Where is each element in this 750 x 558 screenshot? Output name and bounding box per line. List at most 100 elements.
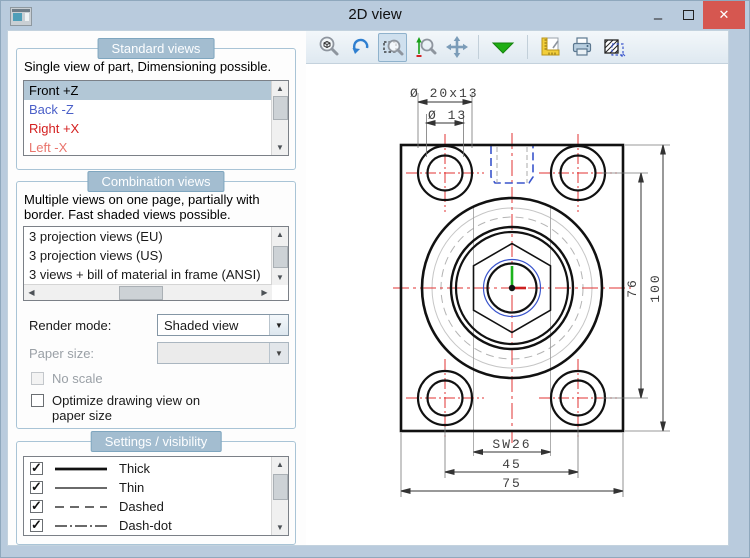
dashdot-line-sample — [55, 524, 107, 527]
list-item-right-x[interactable]: Right +X — [29, 121, 80, 136]
list-item-3-views-ansi[interactable]: 3 views + bill of material in frame (ANS… — [29, 267, 261, 282]
scroll-thumb[interactable] — [273, 246, 288, 268]
list-item-left-x[interactable]: Left -X — [29, 140, 68, 155]
line-label: Dashed — [119, 499, 164, 514]
view-direction-button[interactable] — [486, 33, 520, 62]
toolbar-separator — [478, 35, 479, 59]
list-item-front-z[interactable]: Front +Z — [24, 81, 272, 100]
zoom-dynamic-icon — [415, 37, 436, 57]
scroll-right-icon[interactable]: ▶ — [261, 288, 268, 297]
line-visibility-list: Thick Thin Dashed — [23, 456, 289, 536]
line-label: Thick — [119, 461, 151, 476]
dim-plate-height: 100 — [648, 273, 663, 302]
scroll-up-icon[interactable]: ▲ — [276, 84, 284, 93]
scroll-down-icon[interactable]: ▼ — [276, 143, 284, 152]
titlebar[interactable]: 2D view – ✕ — [1, 1, 749, 31]
cad-2d-view[interactable]: Ø 20x13 Ø 13 76 100 SW26 45 75 — [306, 63, 728, 544]
optimize-label: Optimize drawing view on paper size — [52, 393, 201, 423]
dim-hex-socket: SW26 — [492, 437, 531, 452]
line-row-dashdot[interactable]: Dash-dot — [24, 516, 272, 535]
standard-views-list: Front +Z Back -Z Right +X Left -X ▲ ▼ — [23, 80, 289, 156]
paper-size-combobox: ▼ — [157, 342, 289, 364]
line-label: Thin — [119, 480, 145, 495]
dashdot-checkbox[interactable] — [30, 517, 43, 533]
paper-size-label: Paper size: — [29, 345, 95, 361]
combination-views-hscrollbar[interactable]: ◀ ▶ — [24, 284, 272, 300]
minimize-button[interactable]: – — [653, 9, 663, 27]
dim-counterbore: Ø 20x13 — [410, 86, 479, 101]
section-view-icon — [603, 39, 625, 57]
toolbar — [306, 31, 728, 64]
app-icon — [10, 7, 32, 26]
line-row-dashed[interactable]: Dashed — [24, 497, 272, 516]
combination-views-caption: Combination views — [87, 171, 225, 192]
combination-views-list: 3 projection views (EU) 3 projection vie… — [23, 226, 289, 301]
zoom-all-button[interactable] — [314, 33, 343, 62]
maximize-icon — [682, 10, 694, 20]
line-label: Dash-dot — [119, 518, 172, 533]
zoom-dynamic-button[interactable] — [410, 33, 439, 62]
zoom-all-icon — [319, 36, 338, 56]
list-item-back-z[interactable]: Back -Z — [29, 102, 74, 117]
render-mode-label: Render mode: — [29, 317, 112, 333]
standard-views-group: Standard views Single view of part, Dime… — [16, 38, 296, 170]
standard-views-scrollbar[interactable]: ▲ ▼ — [271, 81, 288, 155]
client-area: Standard views Single view of part, Dime… — [8, 31, 728, 545]
dim-hole: Ø 13 — [428, 108, 467, 123]
dashed-line-sample — [55, 505, 107, 508]
scroll-thumb[interactable] — [273, 474, 288, 500]
scroll-down-icon[interactable]: ▼ — [276, 523, 284, 532]
undo-button[interactable] — [346, 33, 375, 62]
scroll-down-icon[interactable]: ▼ — [276, 273, 284, 282]
settings-visibility-caption: Settings / visibility — [90, 431, 222, 452]
scroll-thumb[interactable] — [119, 286, 163, 300]
dimension-icon — [541, 37, 559, 56]
thick-line-sample — [55, 467, 107, 470]
maximize-button[interactable] — [673, 1, 703, 29]
drawing-area: Ø 20x13 Ø 13 76 100 SW26 45 75 — [306, 31, 728, 545]
scroll-thumb[interactable] — [273, 96, 288, 120]
left-panel: Standard views Single view of part, Dime… — [8, 31, 304, 545]
thick-checkbox[interactable] — [30, 460, 43, 476]
render-mode-combobox[interactable]: Shaded view ▼ — [157, 314, 289, 336]
line-row-thin[interactable]: Thin — [24, 478, 272, 497]
list-item-3-views-us[interactable]: 3 projection views (US) — [29, 248, 163, 263]
combination-views-description: Multiple views on one page, partially wi… — [24, 192, 260, 222]
dashed-checkbox[interactable] — [30, 498, 43, 514]
thin-checkbox[interactable] — [30, 479, 43, 495]
close-button[interactable]: ✕ — [703, 1, 745, 29]
combination-views-group: Combination views Multiple views on one … — [16, 171, 296, 429]
no-scale-checkbox — [31, 372, 44, 385]
scroll-left-icon[interactable]: ◀ — [28, 288, 35, 297]
standard-views-description: Single view of part, Dimensioning possib… — [24, 59, 272, 74]
settings-scrollbar[interactable]: ▲ ▼ — [271, 457, 288, 535]
section-view-button[interactable] — [599, 33, 628, 62]
print-button[interactable] — [567, 33, 596, 62]
optimize-checkbox[interactable] — [31, 394, 44, 407]
chevron-down-icon: ▼ — [269, 343, 288, 363]
undo-icon — [352, 38, 368, 54]
no-scale-label: No scale — [52, 371, 103, 386]
view-direction-icon — [491, 42, 515, 54]
zoom-window-button[interactable] — [378, 32, 407, 62]
list-item-3-views-eu[interactable]: 3 projection views (EU) — [29, 229, 163, 244]
print-icon — [572, 37, 591, 56]
scroll-up-icon[interactable]: ▲ — [276, 230, 284, 239]
line-row-thick[interactable]: Thick — [24, 459, 272, 478]
dim-plate-width: 75 — [502, 476, 522, 491]
render-mode-value: Shaded view — [164, 317, 239, 333]
pan-icon — [445, 36, 468, 58]
zoom-window-icon — [382, 39, 403, 56]
dim-hole-spacing-horizontal: 45 — [502, 457, 522, 472]
chevron-down-icon[interactable]: ▼ — [269, 315, 288, 335]
scroll-up-icon[interactable]: ▲ — [276, 460, 284, 469]
window-title: 2D view — [348, 6, 402, 23]
dimension-settings-button[interactable] — [535, 33, 564, 62]
toolbar-separator — [527, 35, 528, 59]
settings-visibility-group: Settings / visibility Thick Thin — [16, 431, 296, 545]
combination-views-vscrollbar[interactable]: ▲ ▼ — [271, 227, 288, 285]
standard-views-caption: Standard views — [97, 38, 215, 59]
dim-hole-spacing-vertical: 76 — [625, 278, 640, 298]
pan-button[interactable] — [442, 33, 471, 62]
